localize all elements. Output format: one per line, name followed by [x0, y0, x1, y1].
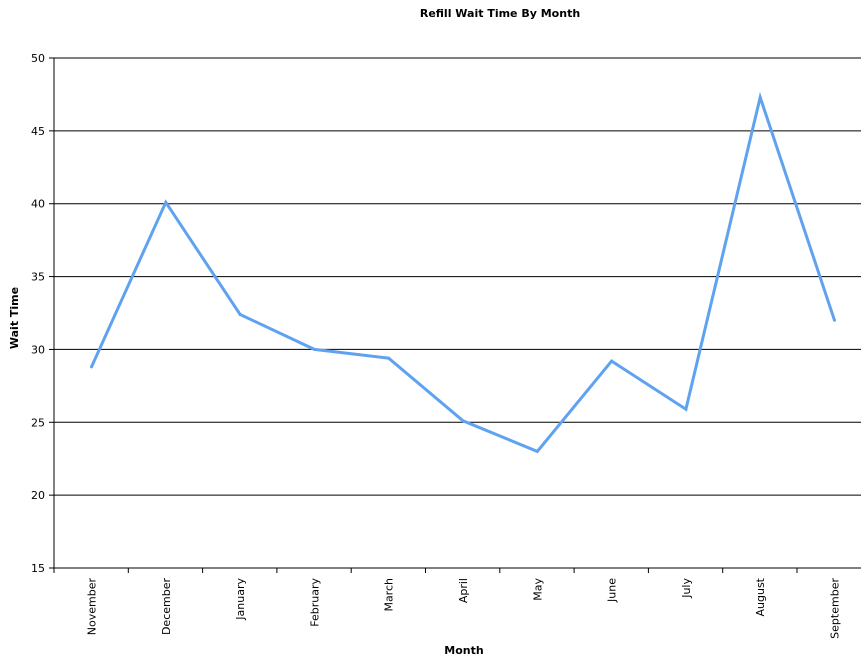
- y-tick-label: 35: [31, 271, 45, 284]
- data-point: [238, 312, 242, 316]
- y-tick-label: 30: [31, 343, 45, 356]
- data-point: [758, 95, 762, 99]
- data-point: [535, 449, 539, 453]
- y-tick-label: 20: [31, 489, 45, 502]
- x-tick-label: July: [680, 578, 693, 599]
- data-point: [90, 365, 93, 369]
- y-tick-label: 45: [31, 125, 45, 138]
- x-tick-label: February: [308, 578, 321, 627]
- x-tick-label: April: [457, 578, 470, 603]
- x-tick-label: November: [86, 578, 99, 636]
- x-tick-label: May: [531, 578, 544, 601]
- data-point: [312, 347, 316, 351]
- y-tick-label: 40: [31, 198, 45, 211]
- y-axis-label: Wait Time: [8, 287, 21, 349]
- data-point: [610, 359, 614, 363]
- data-point: [833, 318, 836, 322]
- x-tick-labels: November December January February March Apri…: [86, 577, 842, 638]
- data-point: [461, 419, 465, 423]
- x-tick-label: September: [829, 578, 842, 639]
- data-point: [387, 356, 391, 360]
- y-tick-label: 15: [31, 562, 45, 575]
- y-tick-label: 50: [31, 52, 45, 65]
- x-tick-label: January: [234, 578, 247, 621]
- data-point: [684, 407, 688, 411]
- axes: [49, 57, 861, 573]
- gridlines: [54, 57, 861, 496]
- x-tick-label: December: [160, 578, 173, 636]
- x-axis-label: Month: [444, 644, 483, 657]
- series-line: [90, 91, 836, 454]
- chart-title: Refill Wait Time By Month: [420, 7, 580, 20]
- series-group: [90, 91, 836, 454]
- x-tick-label: August: [754, 577, 767, 616]
- x-tick-label: March: [383, 578, 396, 612]
- x-tick-label: June: [606, 578, 619, 603]
- y-tick-label: 25: [31, 416, 45, 429]
- data-point: [164, 200, 168, 204]
- y-tick-labels: 15 20 25 30 35 40 45 50: [31, 52, 45, 575]
